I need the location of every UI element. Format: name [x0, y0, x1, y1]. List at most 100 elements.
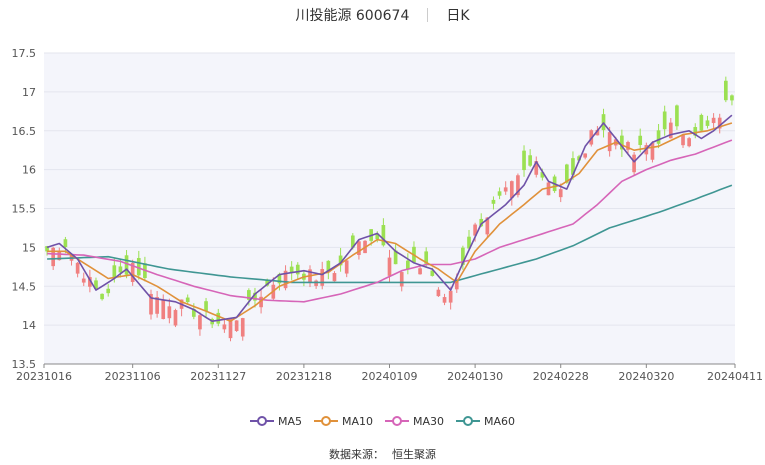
candle-body: [265, 280, 270, 286]
data-source: 数据来源： 恒生聚源: [0, 446, 765, 462]
legend-marker-ma10: [313, 416, 338, 426]
candle-body: [295, 264, 300, 275]
candle-body: [711, 117, 716, 124]
chart-header: 川投能源 600674 日K: [0, 4, 765, 26]
candle-body: [448, 290, 453, 303]
legend-item-ma60[interactable]: MA60: [456, 415, 515, 428]
legend: MA5 MA10 MA30 MA60: [0, 412, 765, 430]
candle-body: [332, 273, 337, 282]
x-tick-label: 20231218: [276, 370, 332, 383]
candle-body: [656, 130, 661, 144]
candle-body: [350, 235, 355, 248]
candle-body: [479, 218, 484, 227]
candle-body: [595, 129, 600, 136]
period-label[interactable]: 日K: [446, 8, 470, 24]
candle-body: [491, 199, 496, 204]
source-label: 数据来源：: [329, 448, 384, 461]
y-tick-label: 17.5: [12, 47, 37, 60]
ma10-line: [47, 122, 733, 323]
ma5-line: [46, 114, 733, 323]
candle-body: [320, 269, 325, 286]
candle-body: [467, 236, 471, 249]
candle-body: [88, 277, 92, 287]
candle-body: [558, 189, 563, 198]
candle-body: [185, 297, 190, 303]
candle-body: [687, 138, 691, 147]
candle-body: [436, 289, 441, 297]
chart-title: 川投能源 600674: [295, 8, 410, 24]
legend-item-ma5[interactable]: MA5: [249, 415, 302, 428]
ma60-line: [47, 184, 733, 284]
y-tick-label: 14: [22, 319, 36, 332]
candle-body: [607, 132, 612, 152]
x-tick-label: 20231127: [190, 370, 246, 383]
candle-body: [662, 111, 667, 130]
candle-body: [723, 80, 728, 101]
candle-body: [136, 258, 141, 276]
legend-label-ma30: MA30: [413, 414, 445, 428]
candle-body: [571, 158, 575, 175]
candle-body: [461, 247, 465, 265]
y-tick-label: 15: [22, 241, 36, 254]
candle-body: [473, 224, 477, 236]
candle-body: [418, 268, 422, 275]
candle-body: [289, 266, 294, 273]
legend-marker-ma5: [249, 416, 274, 426]
candle-body: [94, 280, 98, 289]
candle-body: [693, 127, 698, 136]
candle-body: [485, 217, 490, 235]
ma30-line: [47, 139, 733, 303]
candle-body: [149, 293, 153, 315]
candle-body: [259, 296, 263, 308]
candle-body: [253, 292, 257, 301]
legend-item-ma30[interactable]: MA30: [385, 415, 444, 428]
candle-body: [167, 306, 172, 319]
candle-body: [528, 155, 532, 166]
candle-body: [357, 241, 361, 255]
y-tick-label: 14.5: [12, 280, 37, 293]
candle-body: [222, 324, 227, 330]
candle-body: [638, 135, 643, 145]
candle-body: [100, 293, 104, 300]
y-tick-label: 13.5: [12, 358, 37, 371]
candle-body: [51, 247, 56, 267]
candle-body: [730, 95, 734, 101]
candle-body: [442, 297, 447, 303]
candle-body: [283, 270, 288, 289]
candle-body: [63, 239, 68, 248]
candle-body: [112, 265, 117, 279]
candle-body: [277, 273, 282, 284]
candle-body: [191, 308, 196, 317]
candle-body: [577, 156, 581, 161]
candle-body: [681, 134, 685, 146]
candle-body: [387, 257, 392, 276]
candle-body: [497, 191, 502, 196]
candle-body: [338, 255, 343, 266]
candle-body: [406, 260, 410, 270]
candle-body: [522, 150, 526, 171]
x-tick-label: 20240411: [707, 370, 763, 383]
candle-body: [75, 262, 80, 274]
kline-chart: 13.5 14 14.5 15 15.5 16 16.5 17 17.5 20231016 2023…: [12, 47, 764, 383]
candle-body: [344, 260, 349, 274]
x-tick-label: 20231016: [16, 370, 72, 383]
candle-body: [509, 181, 514, 199]
header-separator: [427, 8, 429, 22]
candle-body: [173, 310, 178, 326]
candle-body: [81, 278, 86, 283]
candle-body: [430, 270, 435, 276]
x-tick-label: 20231106: [105, 370, 161, 383]
candle-body: [399, 272, 404, 287]
candle-body: [454, 279, 459, 290]
candle-body: [626, 142, 630, 150]
candle-body: [534, 161, 539, 175]
candle-body: [503, 187, 508, 192]
y-tick-label: 16.5: [12, 125, 37, 138]
candle-body: [381, 225, 386, 246]
x-tick-label: 20240320: [618, 370, 674, 383]
candle-body: [583, 153, 588, 158]
legend-item-ma10[interactable]: MA10: [313, 415, 373, 428]
x-tick-label: 20240109: [362, 370, 418, 383]
candle-body: [106, 288, 111, 294]
candle-body: [247, 290, 251, 300]
